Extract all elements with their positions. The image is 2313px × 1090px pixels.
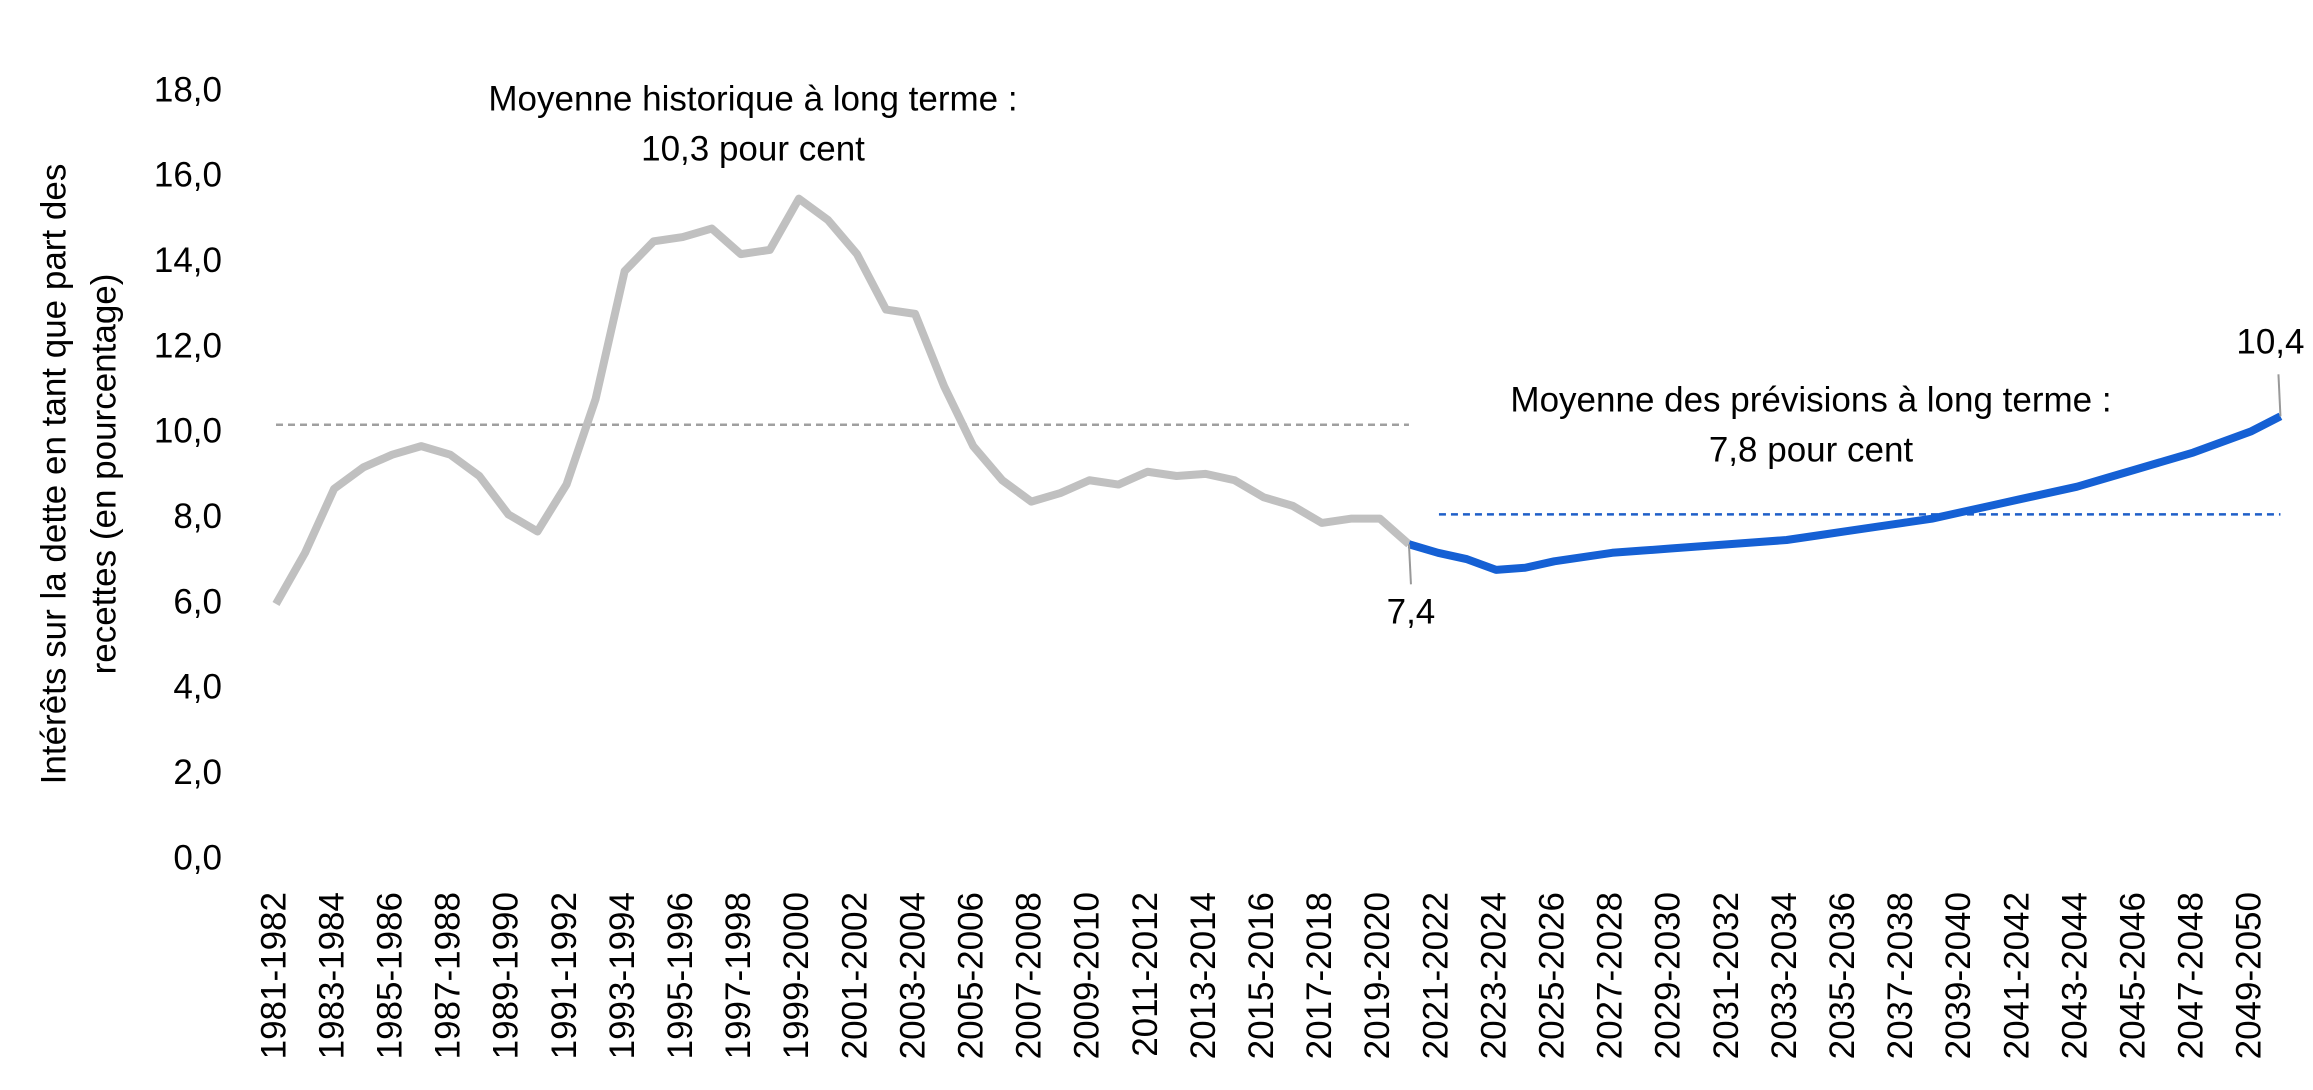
annotation: Moyenne des prévisions à long terme :	[1510, 380, 2111, 419]
series-line	[1407, 412, 2283, 574]
x-tick-label: 1991-1992	[545, 892, 584, 1059]
y-tick-label: 2,0	[173, 753, 222, 792]
x-tick-label: 2025-2026	[1532, 892, 1571, 1059]
x-tick-label: 2045-2046	[2113, 892, 2152, 1059]
y-axis-label: recettes (en pourcentage)	[84, 274, 123, 675]
y-tick-label: 16,0	[154, 156, 222, 195]
series-line	[272, 194, 1412, 606]
x-tick-label: 1987-1988	[429, 892, 468, 1059]
y-axis-label: Intérêts sur la dette en tant que part d…	[34, 164, 73, 785]
x-tick-label: 2037-2038	[1881, 892, 1920, 1059]
label-leader	[2277, 374, 2282, 417]
x-tick-label: 1983-1984	[312, 892, 351, 1059]
x-tick-label: 2021-2022	[1416, 892, 1455, 1059]
x-tick-label: 1981-1982	[254, 892, 293, 1059]
y-tick-label: 18,0	[154, 70, 222, 109]
data-label: 10,4	[2236, 323, 2304, 362]
x-tick-label: 2035-2036	[1823, 892, 1862, 1059]
x-tick-label: 2027-2028	[1591, 892, 1630, 1059]
x-tick-label: 2049-2050	[2230, 892, 2269, 1059]
x-tick-label: 1995-1996	[661, 892, 700, 1059]
x-tick-label: 1999-2000	[777, 892, 816, 1059]
y-tick-label: 14,0	[154, 241, 222, 280]
annotation: 7,8 pour cent	[1709, 430, 1914, 469]
x-tick-label: 1989-1990	[487, 892, 526, 1059]
y-tick-label: 12,0	[154, 326, 222, 365]
x-tick-label: 2005-2006	[951, 892, 990, 1059]
x-tick-label: 2039-2040	[1939, 892, 1978, 1059]
x-tick-label: 2031-2032	[1707, 892, 1746, 1059]
x-tick-label: 2013-2014	[1184, 892, 1223, 1059]
x-tick-label: 2009-2010	[1068, 892, 1107, 1059]
x-tick-label: 1985-1986	[370, 892, 409, 1059]
x-tick-label: 2023-2024	[1474, 892, 1513, 1059]
label-leader	[1407, 544, 1412, 585]
data-label: 7,4	[1387, 593, 1436, 632]
y-tick-label: 10,0	[154, 412, 222, 451]
x-tick-label: 2003-2004	[893, 892, 932, 1059]
x-tick-label: 1997-1998	[719, 892, 758, 1059]
annotation: Moyenne historique à long terme :	[488, 79, 1017, 118]
x-tick-label: 2017-2018	[1300, 892, 1339, 1059]
x-tick-label: 2007-2008	[1010, 892, 1049, 1059]
x-tick-label: 2029-2030	[1649, 892, 1688, 1059]
y-tick-label: 4,0	[173, 668, 222, 707]
x-tick-label: 1993-1994	[603, 892, 642, 1059]
annotation: 10,3 pour cent	[641, 129, 865, 168]
x-tick-label: 2011-2012	[1126, 892, 1165, 1057]
x-tick-label: 2047-2048	[2172, 892, 2211, 1059]
y-tick-label: 8,0	[173, 497, 222, 536]
x-tick-label: 2033-2034	[1765, 892, 1804, 1059]
y-tick-label: 6,0	[173, 582, 222, 621]
x-tick-label: 2001-2002	[835, 892, 874, 1059]
x-tick-label: 2015-2016	[1242, 892, 1281, 1059]
x-tick-label: 2041-2042	[1997, 892, 2036, 1059]
x-tick-label: 2043-2044	[2055, 892, 2094, 1059]
y-tick-label: 0,0	[173, 838, 222, 877]
x-tick-label: 2019-2020	[1358, 892, 1397, 1059]
